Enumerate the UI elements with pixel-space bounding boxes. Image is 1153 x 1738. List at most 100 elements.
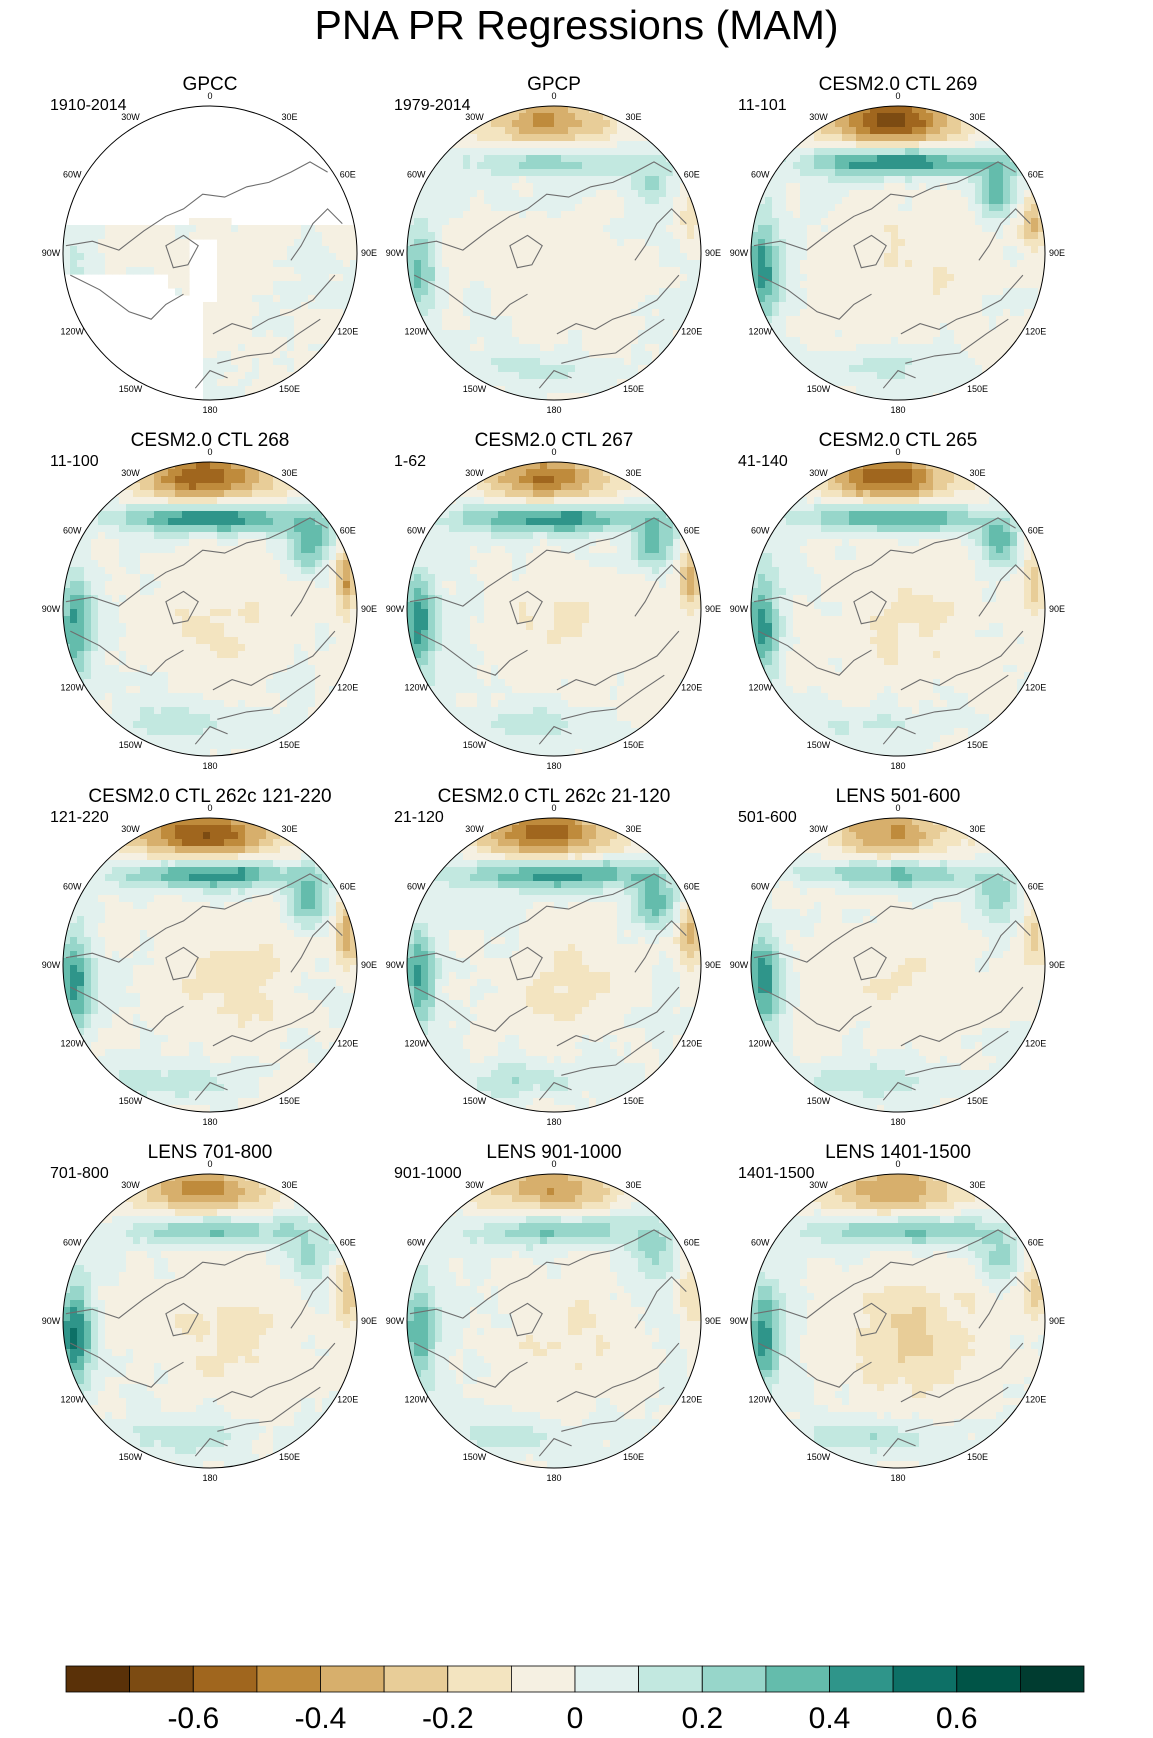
- polar-map: 180 150E 120E 90E 60E 30E 0 30W 60W 90W 120W 150W: [386, 447, 721, 771]
- longitude-label: 150W: [807, 1096, 831, 1106]
- map-panel: LENS 701-800 701-800 180 150E 120E 90E 60E 30E 0…: [18, 1140, 402, 1536]
- coastline: [556, 1342, 680, 1403]
- coastline: [538, 369, 572, 389]
- coastline: [65, 1229, 328, 1319]
- polar-map: 180 150E 120E 90E 60E 30E 0 30W 60W 90W 120W 150W: [730, 447, 1065, 771]
- panel-period: 1979-2014: [394, 97, 471, 114]
- longitude-label: 150E: [967, 1452, 988, 1462]
- longitude-label: 0: [895, 1159, 900, 1169]
- longitude-label: 60W: [407, 170, 426, 180]
- precip-field: [407, 462, 701, 756]
- coastline: [509, 234, 543, 269]
- longitude-label: 90E: [705, 248, 721, 258]
- colorbar-box: [510, 1665, 576, 1693]
- coastline: [538, 1081, 572, 1101]
- longitude-label: 90E: [361, 1316, 377, 1326]
- coastline: [217, 1386, 321, 1432]
- coastline: [753, 161, 1016, 251]
- map-boundary: [62, 105, 358, 401]
- longitude-label: 90W: [42, 960, 61, 970]
- panel-period: 1-62: [394, 453, 427, 470]
- longitude-label: 30E: [625, 1180, 641, 1190]
- coastline: [290, 920, 343, 973]
- longitude-label: 60W: [751, 170, 770, 180]
- map-boundary: [750, 461, 1046, 757]
- colorbar-box: [638, 1665, 703, 1693]
- colorbar-box: [256, 1665, 321, 1693]
- panel-title: CESM2.0 CTL 268: [130, 430, 290, 451]
- longitude-label: 150W: [807, 384, 831, 394]
- coastline: [212, 274, 336, 335]
- coastlines: [65, 161, 343, 389]
- longitude-label: 60W: [751, 1238, 770, 1248]
- longitude-label: 90W: [386, 604, 405, 614]
- longitude-label: 60E: [340, 170, 356, 180]
- longitude-label: 60W: [63, 1238, 82, 1248]
- longitude-label: 90E: [705, 1316, 721, 1326]
- coastline: [70, 1342, 184, 1388]
- longitude-label: 180: [890, 1117, 905, 1127]
- colorbar-box: [574, 1665, 639, 1693]
- coastline: [758, 1342, 872, 1388]
- longitude-label: 60W: [751, 882, 770, 892]
- coastline: [905, 1386, 1009, 1432]
- longitude-label: 120E: [1025, 1039, 1046, 1049]
- panel-title: LENS 1401-1500: [825, 1142, 971, 1163]
- longitude-label: 30E: [625, 824, 641, 834]
- precip-field: [63, 218, 357, 400]
- coastline: [978, 208, 1031, 261]
- coastlines: [409, 1229, 687, 1457]
- colorbar-tick-label: -0.4: [295, 1702, 347, 1735]
- coastline: [414, 274, 528, 320]
- coastlines: [753, 517, 1031, 745]
- longitude-label: 60W: [63, 526, 82, 536]
- coastline: [165, 234, 199, 269]
- longitude-label: 30E: [969, 824, 985, 834]
- coastline: [561, 318, 665, 364]
- longitude-label: 90E: [361, 248, 377, 258]
- coastline: [65, 517, 328, 607]
- longitude-label: 60W: [407, 882, 426, 892]
- coastline: [978, 920, 1031, 973]
- coastline: [194, 369, 228, 389]
- map-panel: CESM2.0 CTL 262c 21-120 21-120 180 150E 120E…: [362, 784, 746, 1180]
- longitude-label: 0: [551, 1159, 556, 1169]
- colorbar-tick-label: 0.2: [681, 1702, 723, 1735]
- map-boundary: [406, 1173, 702, 1469]
- longitude-label: 150E: [279, 384, 300, 394]
- longitude-label: 120W: [749, 327, 773, 337]
- coastline: [165, 590, 199, 625]
- coastline: [853, 946, 887, 981]
- coastlines: [409, 517, 687, 745]
- coastline: [65, 873, 328, 963]
- map-panel: GPCC 1910-2014 180 150E 120E 90E 60E 30E 0 30W 60W…: [18, 72, 402, 468]
- panel-period: 1910-2014: [50, 97, 127, 114]
- longitude-label: 120W: [61, 683, 85, 693]
- longitude-label: 0: [895, 447, 900, 457]
- longitude-label: 30E: [281, 468, 297, 478]
- longitude-label: 90W: [42, 604, 61, 614]
- longitude-label: 0: [207, 1159, 212, 1169]
- longitude-label: 90E: [1049, 1316, 1065, 1326]
- longitude-label: 120W: [61, 1395, 85, 1405]
- coastline: [409, 873, 672, 963]
- longitude-label: 90E: [705, 960, 721, 970]
- precip-field: [751, 1174, 1045, 1468]
- longitude-label: 180: [890, 1473, 905, 1483]
- coastlines: [409, 161, 687, 389]
- longitude-label: 150E: [623, 740, 644, 750]
- longitude-label: 150E: [967, 384, 988, 394]
- coastline: [70, 274, 184, 320]
- coastline: [900, 1342, 1024, 1403]
- panel-title: CESM2.0 CTL 269: [818, 74, 978, 95]
- longitude-label: 150W: [463, 384, 487, 394]
- precip-field: [407, 106, 701, 400]
- colorbar-box: [129, 1665, 194, 1693]
- longitude-label: 60E: [340, 1238, 356, 1248]
- map-panel: LENS 1401-1500 1401-1500 180 150E 120E 90E 60E…: [706, 1140, 1090, 1536]
- longitude-label: 180: [202, 405, 217, 415]
- longitude-label: 30W: [465, 112, 484, 122]
- longitude-label: 150W: [119, 740, 143, 750]
- coastline: [634, 1276, 687, 1329]
- coastline: [882, 1081, 916, 1101]
